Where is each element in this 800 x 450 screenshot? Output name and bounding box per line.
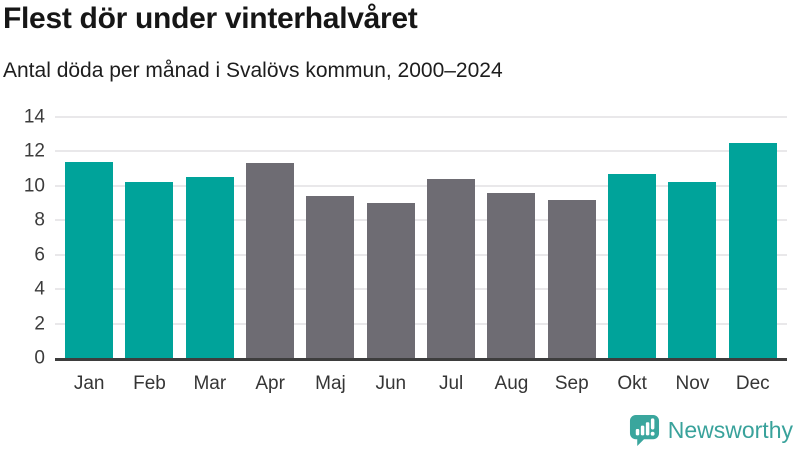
x-tick-label-jun: Jun (375, 373, 407, 394)
bar-slot-apr: Apr (240, 117, 300, 394)
bar-slot-nov: Nov (662, 117, 722, 394)
gridline-14 (55, 116, 787, 118)
y-tick-label-14: 14 (23, 106, 45, 128)
x-tick-label-sep: Sep (554, 373, 589, 394)
newsworthy-logo: Newsworthy (629, 414, 793, 447)
bar-feb (125, 182, 174, 358)
bar-slot-maj: Maj (300, 117, 360, 394)
bar-okt (608, 173, 657, 358)
bar-slot-okt: Okt (602, 117, 662, 394)
x-tick-label-nov: Nov (675, 373, 710, 394)
gridline-4 (55, 288, 787, 291)
y-axis: 0 2 4 6 8 10 12 14 (0, 108, 45, 368)
x-tick-label-maj: Maj (315, 373, 346, 394)
x-tick-label-feb: Feb (133, 373, 166, 394)
newsworthy-logo-text: Newsworthy (667, 417, 793, 443)
bar-slot-feb: Feb (119, 117, 179, 394)
bar-jun (366, 203, 415, 358)
y-tick-label-10: 10 (23, 175, 45, 197)
y-tick-label-2: 2 (34, 313, 45, 335)
bar-sep (547, 199, 596, 358)
x-tick-label-dec: Dec (735, 373, 770, 394)
bar-slot-sep: Sep (542, 117, 602, 394)
newsworthy-logo-icon (629, 415, 659, 446)
bar-series: Jan Feb Mar Apr Maj Jun Jul Aug Sep Okt Nov Dec (55, 117, 787, 394)
bar-mar (185, 177, 234, 358)
x-tick-label-apr: Apr (255, 373, 285, 394)
gridline-12 (55, 150, 787, 153)
gridline-2 (55, 322, 787, 325)
x-tick-label-jul: Jul (438, 373, 464, 394)
gridline-8 (55, 219, 787, 222)
y-tick-label-8: 8 (34, 209, 45, 231)
bar-slot-jan: Jan (59, 117, 119, 394)
plot-area: Jan Feb Mar Apr Maj Jun Jul Aug Sep Okt Nov Dec (55, 116, 787, 394)
bar-nov (668, 182, 717, 358)
y-tick-label-4: 4 (34, 278, 45, 300)
bar-apr (246, 163, 295, 358)
bar-slot-aug: Aug (481, 117, 541, 394)
y-tick-label-6: 6 (34, 244, 45, 266)
bar-slot-jun: Jun (361, 117, 421, 394)
bar-slot-dec: Dec (723, 117, 783, 394)
x-tick-label-aug: Aug (494, 373, 529, 394)
x-tick-label-mar: Mar (193, 373, 227, 394)
y-tick-label-12: 12 (23, 140, 45, 162)
bar-aug (487, 192, 536, 358)
bar-jan (65, 161, 114, 358)
bar-dec (728, 142, 777, 358)
bar-jul (427, 178, 476, 358)
y-tick-label-0: 0 (34, 347, 45, 369)
gridline-6 (55, 253, 787, 256)
bar-slot-jul: Jul (421, 117, 481, 394)
x-tick-label-jan: Jan (73, 373, 105, 394)
bar-slot-mar: Mar (180, 117, 240, 394)
chart-subtitle: Antal döda per månad i Svalövs kommun, 2… (3, 59, 503, 82)
chart-title: Flest dör under vinterhalvåret (3, 2, 418, 35)
bar-maj (306, 196, 355, 358)
x-tick-label-okt: Okt (617, 373, 647, 394)
gridline-10 (55, 184, 787, 187)
